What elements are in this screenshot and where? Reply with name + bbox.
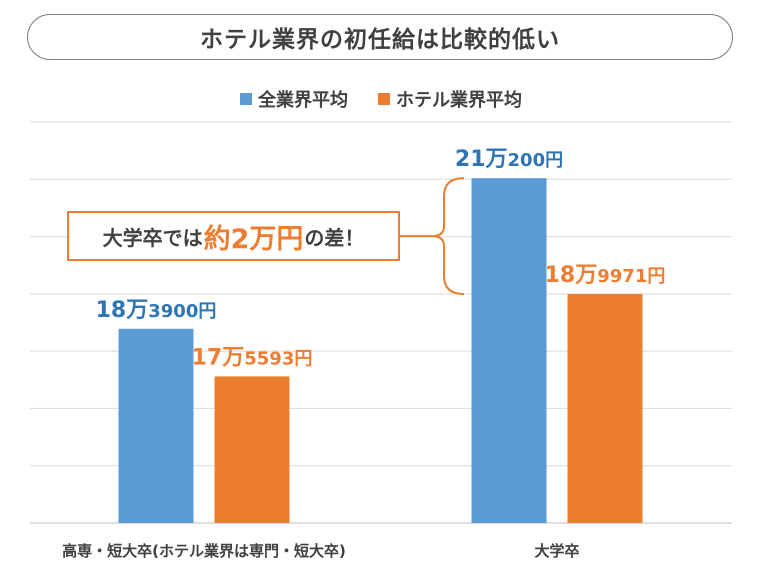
title-box: ホテル業界の初任給は比較的低い bbox=[27, 14, 733, 60]
legend-swatch-hotel bbox=[378, 93, 390, 105]
legend-label-hotel: ホテル業界平均 bbox=[396, 90, 522, 111]
callout-highlight: 約2万円 bbox=[203, 223, 304, 255]
data-label: 21万200円 bbox=[455, 147, 563, 172]
legend-item-all-industry: 全業界平均 bbox=[240, 86, 348, 112]
legend-swatch-all-industry bbox=[240, 93, 252, 105]
category-label-daigaku: 大学卒 bbox=[534, 542, 580, 560]
callout-suffix: の差！ bbox=[304, 225, 365, 250]
data-label: 18万9971円 bbox=[545, 263, 666, 288]
bar bbox=[567, 294, 643, 523]
chart-title: ホテル業界の初任給は比較的低い bbox=[200, 27, 560, 53]
bar bbox=[471, 178, 547, 523]
callout-prefix: 大学卒では bbox=[102, 225, 203, 250]
legend-label-all-industry: 全業界平均 bbox=[258, 90, 348, 111]
bar bbox=[118, 328, 194, 523]
callout-box: 大学卒では 約2万円 の差！ bbox=[67, 211, 400, 261]
legend: 全業界平均 ホテル業界平均 bbox=[0, 86, 762, 112]
data-label: 17万5593円 bbox=[192, 345, 313, 370]
category-label-tanki: 高専・短大卒(ホテル業界は専門・短大卒) bbox=[62, 542, 346, 560]
data-label: 18万3900円 bbox=[96, 298, 217, 323]
bar bbox=[214, 376, 290, 523]
legend-item-hotel: ホテル業界平均 bbox=[378, 86, 522, 112]
